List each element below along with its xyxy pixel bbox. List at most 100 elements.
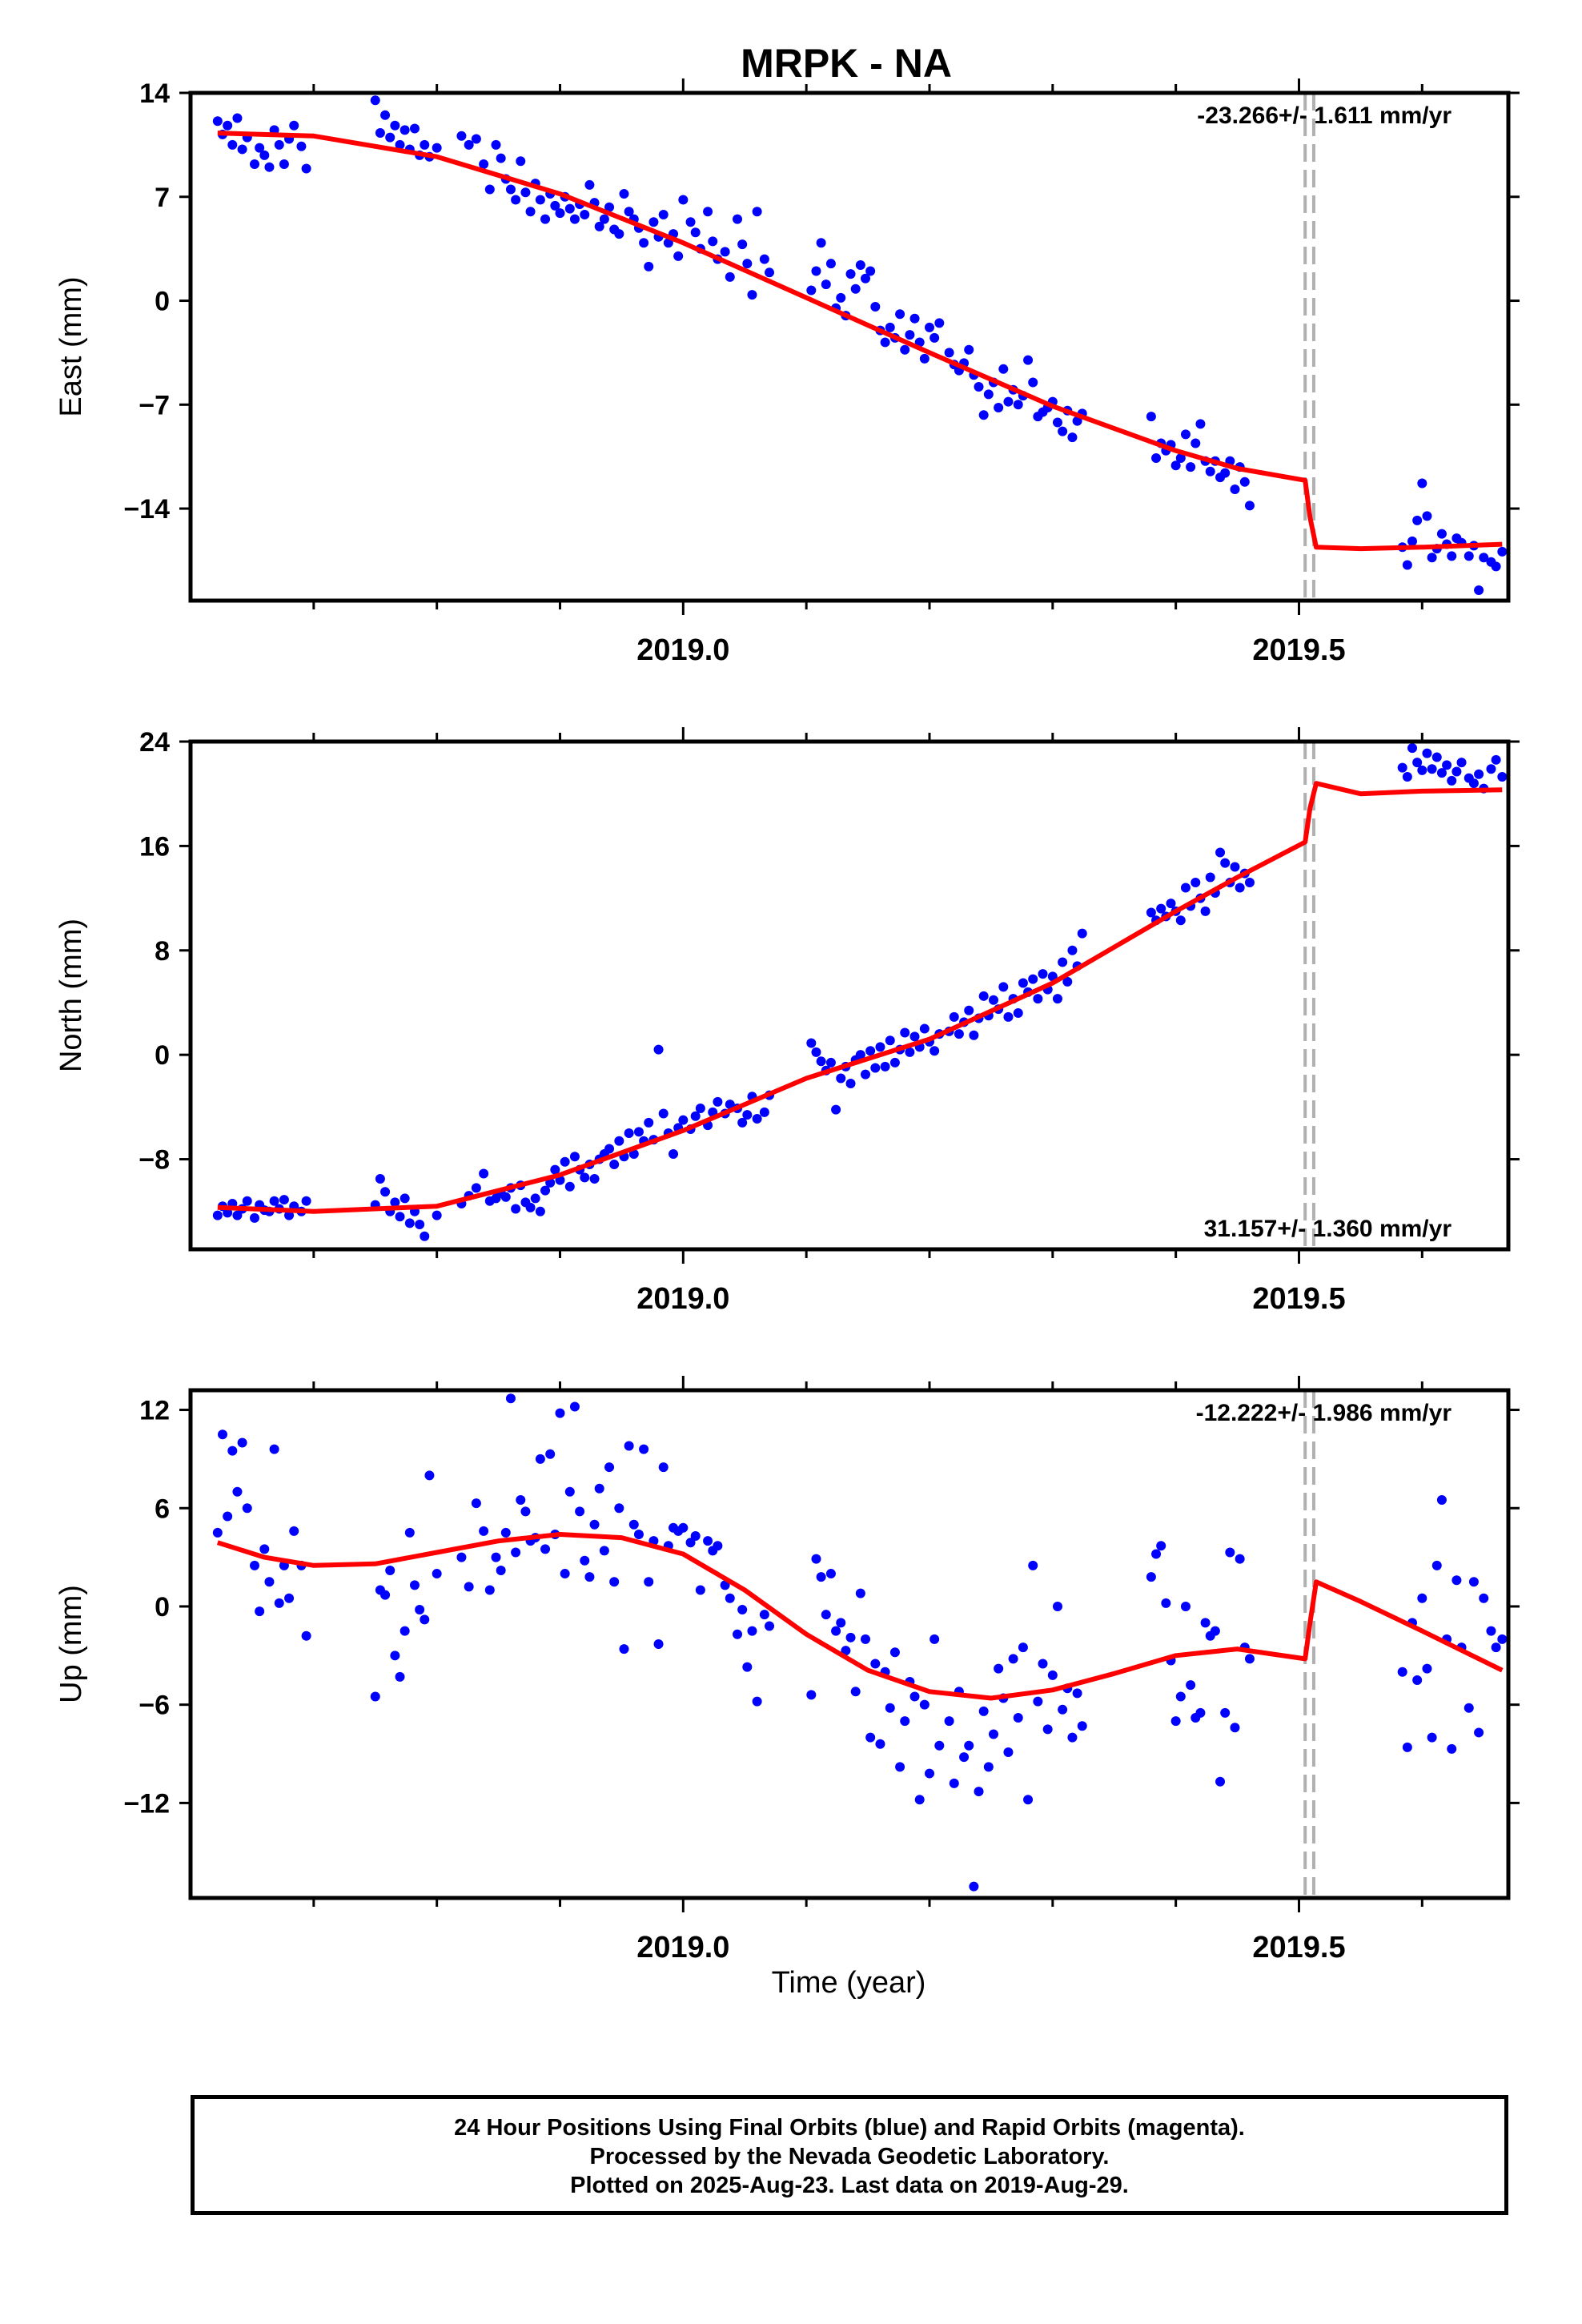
y-tick-label: −6 (139, 1691, 170, 1721)
data-point (1052, 417, 1062, 428)
data-point (242, 1196, 252, 1206)
data-point (249, 1212, 259, 1223)
data-point (569, 1401, 580, 1412)
data-point (471, 134, 481, 144)
y-tick-label: −7 (139, 390, 170, 420)
data-point (880, 337, 890, 348)
data-point (1220, 1707, 1231, 1718)
data-point (289, 1526, 299, 1536)
data-point (742, 1662, 753, 1672)
data-point (865, 1046, 876, 1056)
data-point (370, 1691, 380, 1702)
data-point (390, 1651, 400, 1661)
data-point (520, 187, 531, 198)
data-point (1013, 400, 1023, 410)
data-point (1175, 915, 1186, 926)
data-point (1067, 945, 1078, 955)
data-point (855, 1588, 865, 1598)
x-tick-label: 2019.5 (1252, 1282, 1345, 1316)
data-point (1447, 551, 1457, 561)
data-point (1210, 1626, 1220, 1636)
data-point (1156, 903, 1166, 914)
data-point (1077, 928, 1087, 939)
data-point (1497, 546, 1508, 557)
data-point (685, 217, 696, 227)
data-point (584, 179, 595, 190)
x-tick-label: 2019.0 (636, 1282, 729, 1316)
data-point (1151, 453, 1162, 464)
data-point (949, 1011, 959, 1022)
data-point (491, 139, 501, 150)
data-point (500, 1192, 511, 1202)
data-point (1497, 1634, 1508, 1644)
data-point (1058, 1704, 1068, 1715)
data-point (237, 1437, 247, 1448)
data-point (456, 131, 467, 141)
data-point (614, 1503, 624, 1514)
data-point (1170, 1716, 1181, 1727)
data-point (511, 1547, 521, 1558)
data-point (1013, 1008, 1023, 1019)
plot-frame (188, 1388, 1511, 1900)
data-point (900, 1027, 910, 1038)
data-point (678, 1115, 689, 1125)
data-point (624, 1441, 634, 1451)
data-point (870, 301, 881, 312)
data-point (471, 1498, 481, 1509)
data-point (648, 217, 659, 227)
data-point (540, 1185, 551, 1196)
data-point (289, 120, 299, 131)
data-point (765, 1621, 775, 1631)
figure-title: MRPK - NA (741, 41, 952, 86)
data-point (564, 1486, 575, 1497)
y-tick-label: 7 (155, 183, 170, 213)
data-point (624, 1128, 634, 1138)
data-point (870, 1659, 881, 1669)
data-point (1497, 772, 1508, 782)
x-tick-label: 2019.5 (1252, 633, 1345, 667)
data-point (516, 156, 526, 167)
data-point (905, 330, 915, 340)
y-tick-label: 6 (155, 1494, 170, 1524)
panel-2: 24 16 8 0 −8 2019.0 2019.5 North (mm) 31.157+/- … (54, 727, 1520, 1316)
data-point (695, 1103, 705, 1113)
data-point (370, 95, 380, 106)
x-axis-label: Time (year) (772, 1966, 926, 2000)
data-point (1013, 1713, 1023, 1723)
data-point (1028, 1560, 1038, 1570)
data-point (415, 1605, 425, 1615)
data-point (889, 1057, 900, 1068)
data-point (599, 214, 609, 224)
data-point (974, 382, 984, 392)
data-point (1033, 994, 1043, 1004)
data-point (604, 202, 615, 212)
data-point (259, 1544, 270, 1554)
data-point (1417, 765, 1427, 775)
data-point (395, 139, 405, 150)
data-point (885, 1035, 895, 1046)
data-point (934, 318, 945, 328)
data-point (964, 344, 974, 355)
data-point (737, 1605, 748, 1615)
data-point (1180, 1601, 1191, 1611)
data-point (589, 1519, 600, 1530)
data-point (816, 1056, 826, 1067)
data-point (850, 1687, 861, 1697)
y-axis-label: East (mm) (54, 276, 88, 416)
data-point (658, 210, 669, 220)
data-point (713, 1096, 723, 1107)
data-point (395, 1671, 405, 1682)
data-point (479, 1168, 489, 1179)
data-point (1468, 778, 1479, 789)
data-point (400, 1626, 410, 1636)
data-point (811, 1047, 821, 1057)
data-point (560, 1569, 570, 1579)
data-point (964, 1005, 974, 1015)
data-point (1407, 743, 1418, 754)
data-point (644, 1117, 654, 1128)
data-point (594, 221, 604, 231)
data-point (580, 1172, 590, 1183)
data-point (464, 1582, 474, 1592)
data-point (375, 128, 385, 139)
data-point (400, 1193, 410, 1204)
